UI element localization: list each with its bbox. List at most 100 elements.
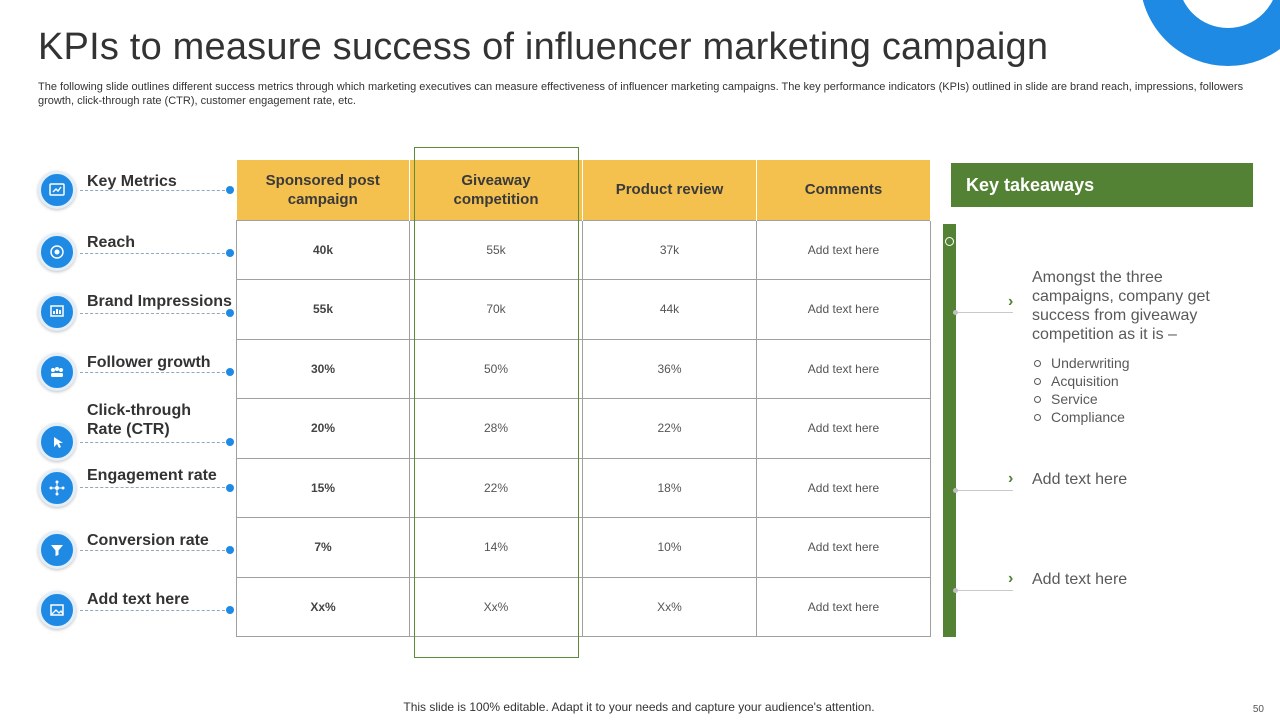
table-cell: 70k — [409, 279, 583, 340]
connector-dot — [226, 309, 234, 317]
people-icon — [38, 353, 76, 391]
dashed-connector — [80, 190, 230, 191]
takeaway-text: Add text here — [1032, 571, 1128, 588]
connector-dot — [953, 488, 958, 493]
table-cell: 15% — [236, 457, 410, 518]
metric-label: Follower growth — [87, 354, 211, 371]
list-item: Compliance — [1033, 408, 1233, 426]
dashed-connector — [80, 372, 230, 373]
connector-dot — [226, 546, 234, 554]
metric-brand-impressions: Brand Impressions — [38, 290, 236, 340]
table-cell: 44k — [582, 279, 757, 340]
takeaway-bullet-list: Underwriting Acquisition Service Complia… — [1033, 354, 1233, 426]
connector-dot — [226, 606, 234, 614]
metric-conversion-rate: Conversion rate — [38, 528, 236, 578]
table-cell: 7% — [236, 517, 410, 578]
connector-dot — [226, 438, 234, 446]
connector-dot — [953, 310, 958, 315]
table-cell: Add text here — [756, 338, 931, 399]
table-cell: Add text here — [756, 457, 931, 518]
dashed-connector — [80, 487, 230, 488]
slide-subtitle: The following slide outlines different s… — [38, 81, 1244, 107]
table-row: 15% 22% 18% Add text here — [236, 457, 931, 518]
metric-label: Add text here — [87, 591, 190, 608]
table-cell: Add text here — [756, 219, 931, 280]
chevron-right-icon: › — [1008, 293, 1014, 310]
connector-dot — [226, 186, 234, 194]
metric-label: Brand Impressions — [87, 293, 232, 310]
column-header: Sponsored post campaign — [236, 160, 410, 220]
image-icon — [38, 591, 76, 629]
table-row: 7% 14% 10% Add text here — [236, 517, 931, 578]
table-cell: 37k — [582, 219, 757, 280]
takeaway-text: Add text here — [1032, 471, 1128, 488]
metric-key-metrics: Key Metrics — [38, 168, 236, 218]
metric-engagement-rate: Engagement rate — [38, 466, 236, 516]
slide-footer: This slide is 100% editable. Adapt it to… — [403, 700, 875, 714]
metric-follower-growth: Follower growth — [38, 350, 236, 400]
table-cell: 28% — [409, 398, 583, 459]
table-cell: 18% — [582, 457, 757, 518]
table-row: Xx% Xx% Xx% Add text here — [236, 576, 931, 637]
connector-dot — [226, 484, 234, 492]
metric-reach: Reach — [38, 230, 236, 280]
network-icon — [38, 469, 76, 507]
table-cell: Xx% — [582, 576, 757, 637]
table-row: 30% 50% 36% Add text here — [236, 338, 931, 399]
metric-ctr: Click-through Rate (CTR) — [38, 400, 236, 462]
metric-label: Reach — [87, 234, 136, 251]
table-header-row: Sponsored post campaign Giveaway competi… — [236, 160, 931, 220]
column-header: Giveaway competition — [409, 160, 583, 220]
list-item: Underwriting — [1033, 354, 1233, 372]
table-cell: 50% — [409, 338, 583, 399]
connector-line — [955, 490, 1013, 491]
column-header: Comments — [756, 160, 931, 220]
table-cell: Xx% — [409, 576, 583, 637]
kpi-table: Sponsored post campaign Giveaway competi… — [236, 160, 931, 637]
funnel-icon — [38, 531, 76, 569]
dashed-connector — [80, 253, 230, 254]
connector-dot — [226, 249, 234, 257]
dashed-connector — [80, 610, 230, 611]
page-number: 50 — [1252, 704, 1264, 715]
dashed-connector — [80, 442, 230, 443]
table-cell: 22% — [582, 398, 757, 459]
kpi-table-container: Sponsored post campaign Giveaway competi… — [236, 160, 931, 637]
connector-line — [955, 312, 1013, 313]
table-cell: 36% — [582, 338, 757, 399]
table-cell: Add text here — [756, 576, 931, 637]
chevron-right-icon: › — [1008, 570, 1014, 587]
table-row: 55k 70k 44k Add text here — [236, 279, 931, 340]
table-cell: 30% — [236, 338, 410, 399]
dashboard-icon — [38, 171, 76, 209]
table-row: 20% 28% 22% Add text here — [236, 398, 931, 459]
table-cell: 10% — [582, 517, 757, 578]
slide-title: KPIs to measure success of influencer ma… — [38, 26, 1049, 68]
list-item: Acquisition — [1033, 372, 1233, 390]
metric-label: Click-through Rate (CTR) — [87, 402, 191, 438]
connector-line — [955, 590, 1013, 591]
connector-dot — [953, 588, 958, 593]
dashed-connector — [80, 550, 230, 551]
target-icon — [38, 233, 76, 271]
takeaway-text: Amongst the three campaigns, company get… — [1032, 269, 1210, 343]
metric-label: Key Metrics — [87, 173, 177, 190]
table-cell: 55k — [409, 219, 583, 280]
table-cell: Add text here — [756, 398, 931, 459]
connector-dot — [226, 368, 234, 376]
takeaways-timeline-bar — [943, 224, 956, 637]
click-icon — [38, 423, 76, 461]
table-cell: 22% — [409, 457, 583, 518]
table-cell: Xx% — [236, 576, 410, 637]
table-cell: 40k — [236, 219, 410, 280]
table-cell: 55k — [236, 279, 410, 340]
decorative-ring — [1140, 0, 1280, 66]
key-takeaways-header: Key takeaways — [951, 163, 1253, 207]
table-cell: Add text here — [756, 517, 931, 578]
metric-label: Conversion rate — [87, 532, 209, 549]
table-cell: 14% — [409, 517, 583, 578]
column-header: Product review — [582, 160, 757, 220]
table-row: 40k 55k 37k Add text here — [236, 219, 931, 280]
metric-label: Engagement rate — [87, 467, 217, 484]
list-item: Service — [1033, 390, 1233, 408]
